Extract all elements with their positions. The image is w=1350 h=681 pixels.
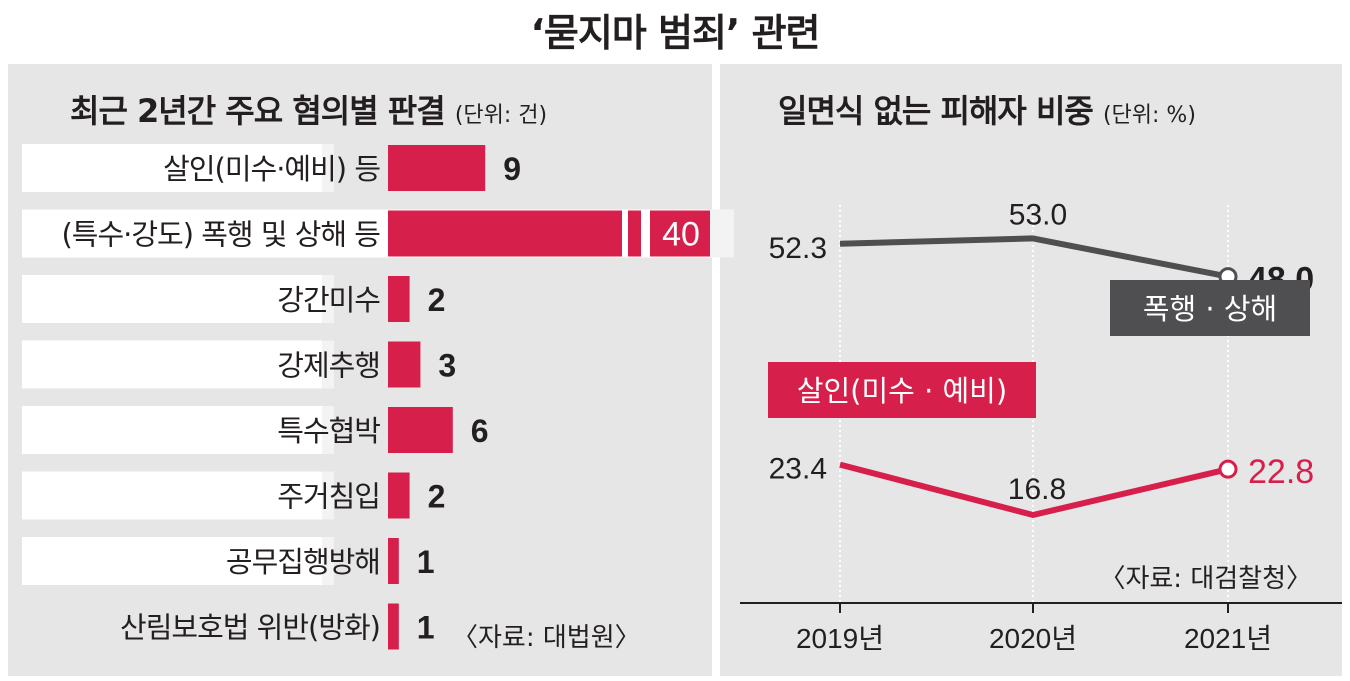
bar: [388, 603, 399, 650]
bar-value-label: 1: [417, 544, 435, 580]
bar-chart-title: 최근 2년간 주요 혐의별 판결 (단위: 건): [70, 86, 547, 132]
x-tick-label: 2019년: [796, 623, 884, 654]
legend-label-murder: 살인(미수 · 예비): [797, 374, 1007, 408]
bar-category-label: (특수·강도) 폭행 및 상해 등: [61, 218, 380, 252]
legend-box-assault: [1110, 280, 1310, 336]
bar-row-bg: [22, 275, 322, 323]
bar-category-label: 주거침입: [277, 480, 380, 514]
series-line: [839, 235, 1229, 280]
line-source: 〈자료: 대검찰청〉: [1099, 564, 1312, 594]
bar: [388, 538, 399, 584]
legend-label-assault: 폭행 · 상해: [1143, 292, 1277, 326]
bar: [388, 407, 453, 453]
bar-value-label: 3: [438, 348, 456, 384]
legend-box-murder: [768, 362, 1036, 418]
point-label: 53.0: [1009, 198, 1067, 231]
end-marker: [1218, 459, 1238, 479]
bar-row-fade: [322, 537, 334, 585]
bar-row-fade: [322, 340, 334, 389]
bar-row-bg: [22, 144, 322, 192]
bar-chart-unit: (단위: 건): [454, 103, 548, 128]
bar-chart-title-text: 최근 2년간 주요 혐의별 판결: [70, 92, 446, 130]
bar-row-fade: [322, 471, 334, 520]
bar: [388, 276, 410, 322]
bar-category-label: 산림보호법 위반(방화): [120, 611, 380, 645]
bar-value-label: 2: [428, 479, 446, 515]
point-label: 16.8: [1008, 473, 1066, 506]
bar: [388, 145, 486, 191]
bar-row-bg: [22, 406, 322, 454]
bar-row-fade: [322, 406, 334, 454]
bar-value-label: 40: [662, 216, 700, 254]
bar-row-bg: [22, 471, 322, 520]
bar-row-fade: [710, 209, 734, 258]
x-tick-label: 2021년: [1184, 623, 1272, 654]
bar-break-segment: [650, 210, 710, 257]
bar-category-label: 살인(미수·예비) 등: [163, 152, 380, 186]
bar-value-label: 1: [417, 610, 435, 646]
bar-value-label: 6: [471, 413, 489, 449]
bar-source: 〈자료: 대법원〉: [452, 623, 641, 653]
main-title: ‘묻지마 범죄’ 관련: [530, 11, 820, 55]
bar-category-label: 강간미수: [277, 283, 380, 317]
line-chart-unit: (단위: %): [1102, 103, 1196, 128]
bar-category-label: 특수협박: [277, 414, 380, 448]
line-chart-title-text: 일면식 없는 피해자 비중: [778, 92, 1094, 130]
bar-category-label: 강제추행: [277, 349, 380, 383]
point-label: 52.3: [769, 232, 827, 265]
point-label: 23.4: [769, 453, 827, 486]
bar-category-label: 공무집행방해: [226, 545, 380, 579]
bar-row-bg: [22, 537, 322, 585]
point-label: 22.8: [1248, 453, 1314, 491]
line-chart-title: 일면식 없는 피해자 비중 (단위: %): [778, 86, 1196, 132]
bar: [388, 472, 410, 519]
bar-value-label: 2: [428, 282, 446, 318]
x-tick-label: 2020년: [989, 623, 1077, 654]
bar: [388, 210, 622, 257]
bar-row-bg: [22, 340, 322, 389]
bar-break-segment: [628, 210, 641, 257]
bar-value-label: 9: [503, 151, 521, 187]
bar-row-fade: [322, 144, 334, 192]
series-line: [839, 461, 1229, 518]
bar-chart: 살인(미수·예비) 등 9 (특수·강도) 폭행 및 상해 등 40 강간미수 2 강제추행…: [22, 144, 734, 653]
bar: [388, 341, 421, 388]
bar-row-fade: [322, 275, 334, 323]
